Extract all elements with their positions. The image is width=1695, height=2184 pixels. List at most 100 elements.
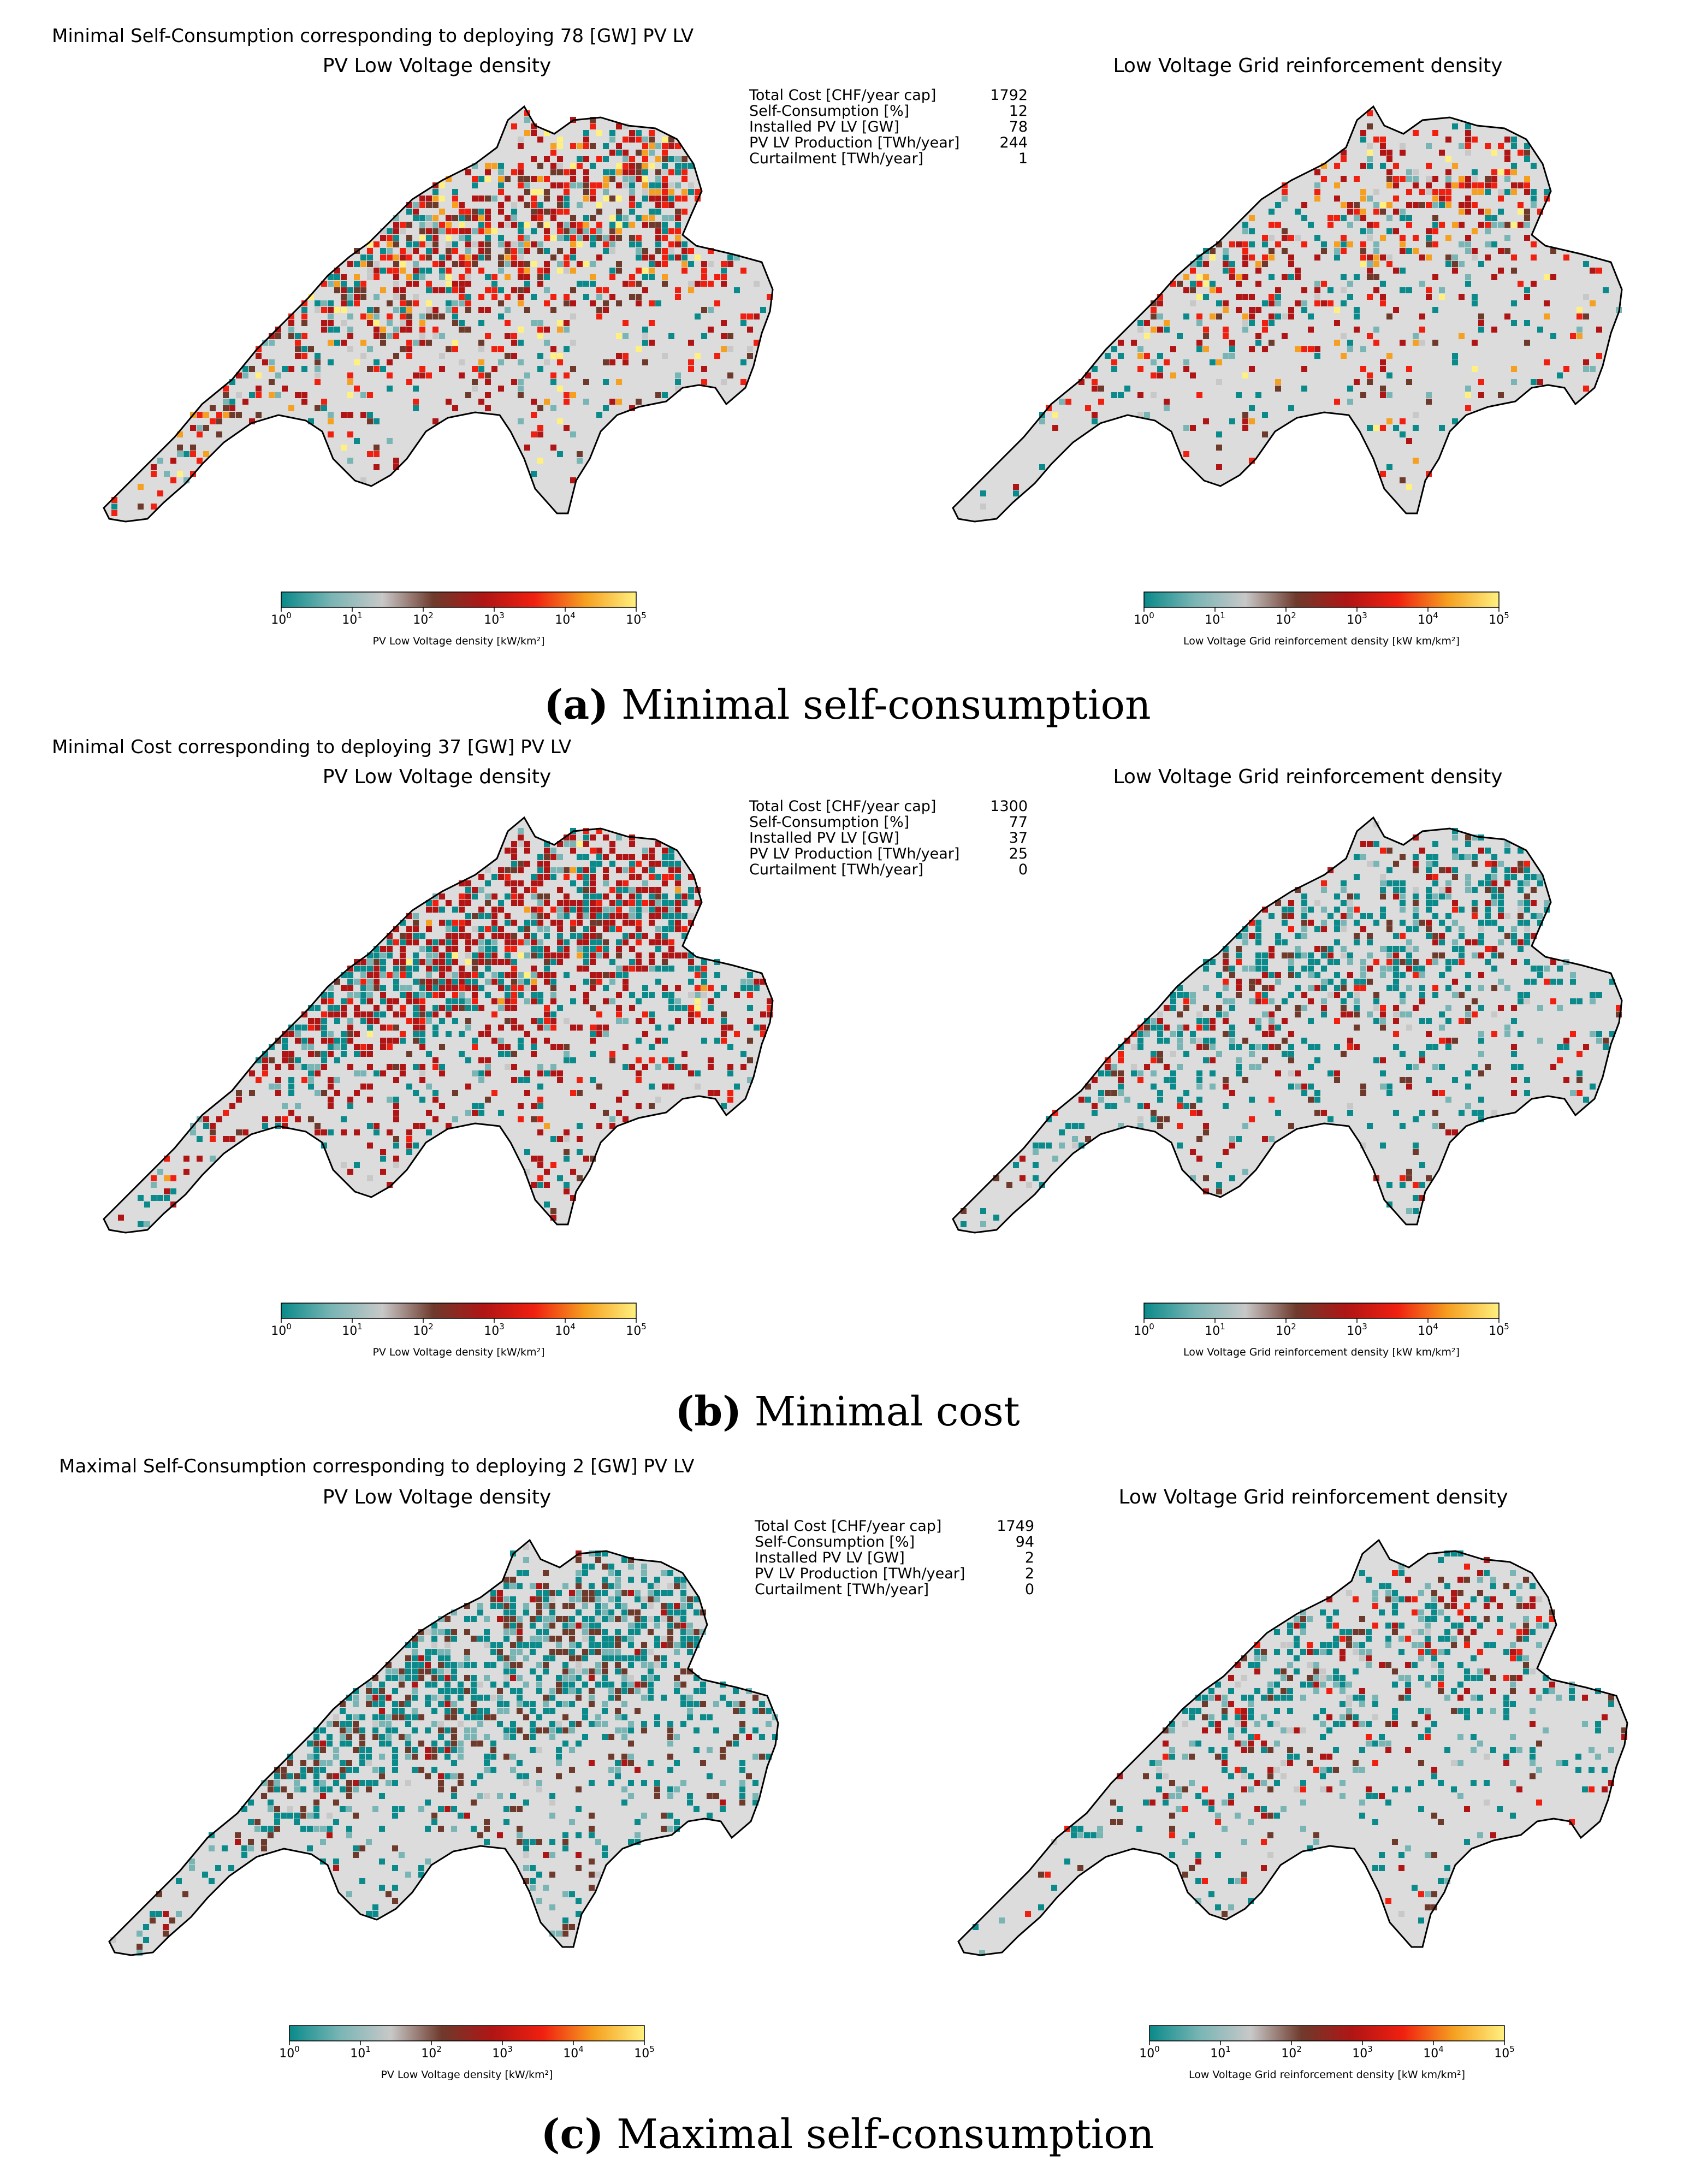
density-cell <box>734 992 740 998</box>
density-cell <box>1478 1070 1484 1076</box>
density-cell <box>1354 313 1360 319</box>
density-cell <box>602 1564 608 1570</box>
density-cell <box>531 946 537 952</box>
density-cell <box>557 1136 563 1142</box>
density-cell <box>452 215 458 221</box>
density-cell <box>739 1767 745 1773</box>
density-cell <box>1341 913 1347 919</box>
density-cell <box>549 1734 555 1740</box>
density-cell <box>503 1708 509 1714</box>
density-cell <box>510 1734 516 1740</box>
density-cell <box>505 946 511 952</box>
density-cell <box>701 979 707 985</box>
density-cell <box>321 998 327 1004</box>
density-cell <box>498 874 504 880</box>
density-cell <box>354 261 360 267</box>
density-cell <box>680 1590 686 1596</box>
density-cell <box>564 1156 570 1162</box>
density-cell <box>1472 834 1478 841</box>
density-cell <box>1223 1018 1229 1024</box>
density-cell <box>203 412 209 418</box>
density-cell <box>1288 1031 1294 1037</box>
density-cell <box>1183 274 1189 280</box>
density-cell <box>360 477 366 483</box>
density-cell <box>615 1583 621 1589</box>
density-cell <box>1360 130 1366 136</box>
density-cell <box>1151 392 1157 398</box>
density-cell <box>490 1714 496 1720</box>
density-cell <box>1498 268 1504 274</box>
density-cell <box>752 1754 758 1760</box>
density-cell <box>1301 1038 1307 1044</box>
colorbar-gradient <box>281 591 637 608</box>
density-cell <box>1118 1090 1124 1096</box>
density-cell <box>111 510 117 516</box>
density-cell <box>1282 998 1288 1004</box>
density-cell <box>505 998 511 1004</box>
density-cell <box>1295 972 1301 978</box>
density-cell <box>405 1734 411 1740</box>
density-cell <box>249 1070 255 1076</box>
density-cell <box>491 972 497 978</box>
density-cell <box>419 241 425 247</box>
density-cell <box>393 1077 399 1083</box>
density-cell <box>1354 215 1360 221</box>
density-cell <box>216 431 222 437</box>
density-cell <box>680 1609 686 1615</box>
density-cell <box>511 248 517 254</box>
density-cell <box>629 861 635 867</box>
density-cell <box>446 300 452 306</box>
density-cell <box>1255 926 1261 932</box>
density-cell <box>1472 340 1478 346</box>
density-cell <box>1413 1208 1419 1214</box>
density-cell <box>341 281 347 287</box>
density-cell <box>1334 959 1340 965</box>
density-cell <box>1386 215 1392 221</box>
density-cell <box>544 359 550 365</box>
density-cell <box>550 445 556 451</box>
density-cell <box>334 1077 340 1083</box>
density-cell <box>1445 1129 1451 1135</box>
density-cell <box>1504 1031 1510 1037</box>
stat-row: Curtailment [TWh/year] 0 <box>749 862 1028 878</box>
density-cell <box>1288 307 1294 313</box>
density-cell <box>1393 425 1399 431</box>
density-cell <box>1367 123 1373 129</box>
density-cell <box>1164 1064 1170 1070</box>
density-cell <box>386 1668 392 1674</box>
density-cell <box>1550 979 1556 985</box>
density-cell <box>1537 1005 1543 1011</box>
density-cell <box>505 952 511 958</box>
density-cell <box>354 1031 360 1037</box>
density-cell <box>491 946 497 952</box>
density-cell <box>406 241 412 247</box>
density-cell <box>1059 399 1065 405</box>
density-cell <box>675 294 681 300</box>
density-cell <box>727 254 733 261</box>
density-cell <box>505 867 511 873</box>
density-cell <box>360 412 366 418</box>
density-cell <box>536 1688 542 1694</box>
density-cell <box>471 1688 477 1694</box>
density-cell <box>1452 359 1458 365</box>
density-cell <box>1190 372 1196 378</box>
density-cell <box>537 1116 543 1122</box>
density-cell <box>1524 861 1530 867</box>
density-cell <box>1164 1025 1170 1031</box>
density-cell <box>1190 998 1196 1004</box>
density-cell <box>425 1695 431 1701</box>
density-cell <box>1242 313 1248 319</box>
density-cell <box>1393 985 1399 991</box>
density-cell <box>294 1813 300 1819</box>
density-cell <box>747 992 753 998</box>
density-cell <box>1386 202 1392 208</box>
density-cell <box>1504 880 1510 886</box>
colorbar-tick-label: 102 <box>413 611 434 627</box>
density-cell <box>510 1806 516 1812</box>
density-cell <box>524 235 530 241</box>
density-cell <box>446 985 452 991</box>
density-cell <box>223 1136 229 1142</box>
density-cell <box>1255 268 1261 274</box>
density-cell <box>1295 1070 1301 1076</box>
density-cell <box>484 1616 490 1622</box>
